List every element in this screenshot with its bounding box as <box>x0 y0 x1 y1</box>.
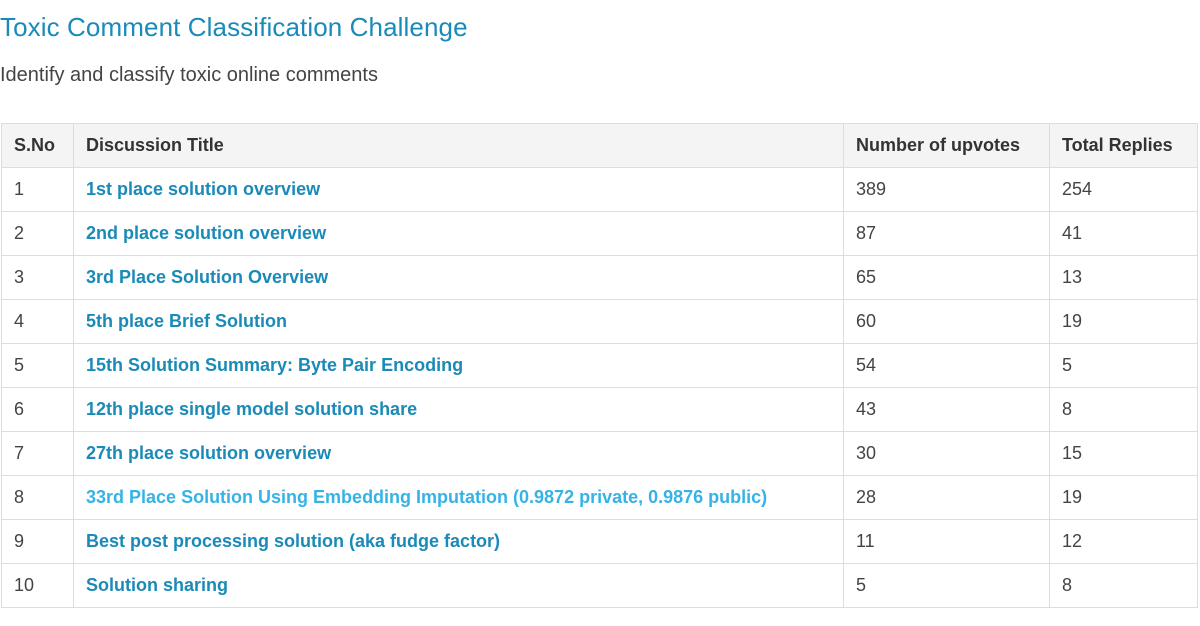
table-row: 9 Best post processing solution (aka fud… <box>1 519 1198 564</box>
cell-sno: 4 <box>1 299 74 344</box>
page-title: Toxic Comment Classification Challenge <box>0 12 468 42</box>
cell-title: 3rd Place Solution Overview <box>73 255 844 300</box>
discussion-link[interactable]: Solution sharing <box>86 575 228 595</box>
cell-upvotes: 65 <box>843 255 1050 300</box>
cell-upvotes: 30 <box>843 431 1050 476</box>
cell-upvotes: 54 <box>843 343 1050 388</box>
cell-upvotes: 87 <box>843 211 1050 256</box>
cell-title: 15th Solution Summary: Byte Pair Encodin… <box>73 343 844 388</box>
table-row: 10 Solution sharing 5 8 <box>1 563 1198 608</box>
cell-sno: 8 <box>1 475 74 520</box>
discussion-link[interactable]: Best post processing solution (aka fudge… <box>86 531 501 551</box>
table-row: 4 5th place Brief Solution 60 19 <box>1 299 1198 344</box>
discussions-table: S.No Discussion Title Number of upvotes … <box>1 123 1198 608</box>
cell-title: 2nd place solution overview <box>73 211 844 256</box>
header-sno: S.No <box>1 123 74 168</box>
cell-title: 33rd Place Solution Using Embedding Impu… <box>73 475 844 520</box>
cell-replies: 8 <box>1049 387 1198 432</box>
discussion-link[interactable]: 3rd Place Solution Overview <box>86 267 329 287</box>
cell-sno: 7 <box>1 431 74 476</box>
table-row: 6 12th place single model solution share… <box>1 387 1198 432</box>
header-total-replies: Total Replies <box>1049 123 1198 168</box>
cell-upvotes: 43 <box>843 387 1050 432</box>
table-row: 7 27th place solution overview 30 15 <box>1 431 1198 476</box>
discussion-link[interactable]: 12th place single model solution share <box>86 399 418 419</box>
page-subtitle: Identify and classify toxic online comme… <box>0 64 378 86</box>
cell-sno: 5 <box>1 343 74 388</box>
cell-replies: 5 <box>1049 343 1198 388</box>
cell-replies: 19 <box>1049 475 1198 520</box>
cell-replies: 19 <box>1049 299 1198 344</box>
table-row: 5 15th Solution Summary: Byte Pair Encod… <box>1 343 1198 388</box>
cell-upvotes: 28 <box>843 475 1050 520</box>
discussion-link[interactable]: 2nd place solution overview <box>86 223 327 243</box>
cell-upvotes: 60 <box>843 299 1050 344</box>
cell-sno: 2 <box>1 211 74 256</box>
cell-sno: 6 <box>1 387 74 432</box>
cell-replies: 8 <box>1049 563 1198 608</box>
cell-sno: 1 <box>1 167 74 212</box>
cell-title: 5th place Brief Solution <box>73 299 844 344</box>
header-discussion-title: Discussion Title <box>73 123 844 168</box>
cell-title: 27th place solution overview <box>73 431 844 476</box>
cell-upvotes: 11 <box>843 519 1050 564</box>
table-row: 8 33rd Place Solution Using Embedding Im… <box>1 475 1198 520</box>
cell-replies: 254 <box>1049 167 1198 212</box>
table-header-row: S.No Discussion Title Number of upvotes … <box>1 123 1198 168</box>
cell-title: Best post processing solution (aka fudge… <box>73 519 844 564</box>
table-row: 3 3rd Place Solution Overview 65 13 <box>1 255 1198 300</box>
discussion-link[interactable]: 33rd Place Solution Using Embedding Impu… <box>86 487 768 507</box>
cell-sno: 10 <box>1 563 74 608</box>
discussion-link[interactable]: 1st place solution overview <box>86 179 321 199</box>
cell-sno: 9 <box>1 519 74 564</box>
discussion-link[interactable]: 27th place solution overview <box>86 443 332 463</box>
header-upvotes: Number of upvotes <box>843 123 1050 168</box>
cell-replies: 13 <box>1049 255 1198 300</box>
table-row: 1 1st place solution overview 389 254 <box>1 167 1198 212</box>
cell-replies: 12 <box>1049 519 1198 564</box>
cell-sno: 3 <box>1 255 74 300</box>
discussion-link[interactable]: 15th Solution Summary: Byte Pair Encodin… <box>86 355 464 375</box>
cell-replies: 15 <box>1049 431 1198 476</box>
cell-replies: 41 <box>1049 211 1198 256</box>
cell-title: Solution sharing <box>73 563 844 608</box>
cell-upvotes: 5 <box>843 563 1050 608</box>
cell-title: 1st place solution overview <box>73 167 844 212</box>
table-row: 2 2nd place solution overview 87 41 <box>1 211 1198 256</box>
cell-title: 12th place single model solution share <box>73 387 844 432</box>
discussion-link[interactable]: 5th place Brief Solution <box>86 311 288 331</box>
cell-upvotes: 389 <box>843 167 1050 212</box>
